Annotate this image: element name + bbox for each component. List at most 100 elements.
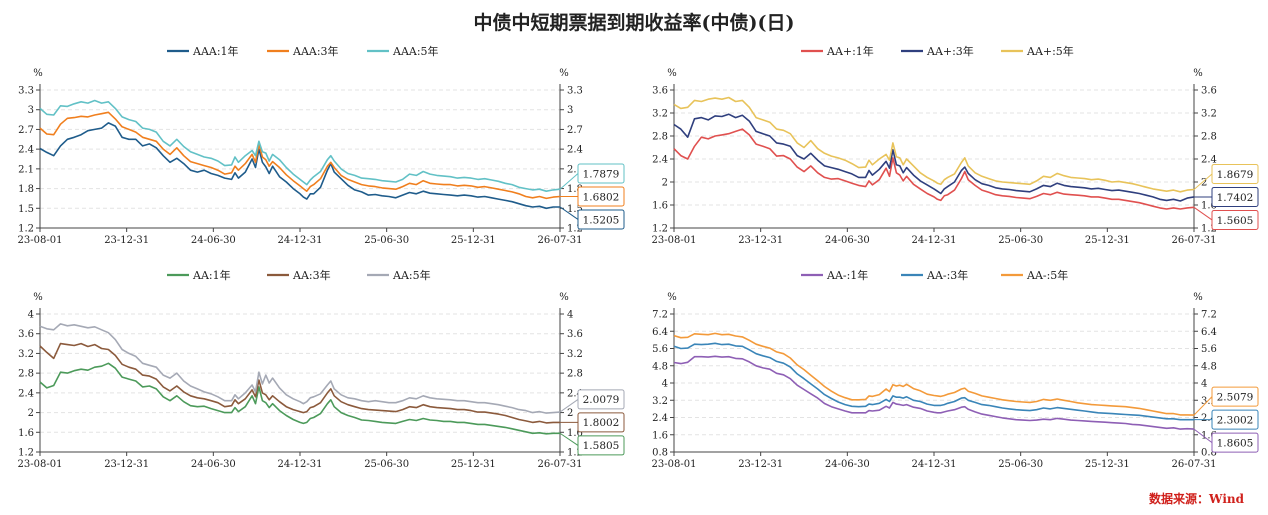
end-label-leader bbox=[1193, 428, 1213, 444]
x-tick-label: 23-08-01 bbox=[18, 235, 63, 246]
x-tick-label: 23-08-01 bbox=[18, 459, 63, 470]
end-label-leader bbox=[1193, 396, 1213, 416]
y-tick-label-right: 1.2 bbox=[567, 448, 583, 459]
series-line bbox=[673, 96, 1195, 193]
y-tick-label: 3.6 bbox=[18, 329, 34, 340]
end-value-label: 1.7879 bbox=[583, 168, 620, 180]
end-label-box bbox=[577, 412, 625, 433]
series-line bbox=[673, 342, 1194, 421]
end-label-leader bbox=[1193, 206, 1213, 221]
end-value-label: 2.5079 bbox=[1217, 391, 1254, 403]
legend-item: AA+:3年 bbox=[901, 44, 974, 58]
y-tick-label: 2.4 bbox=[18, 145, 34, 156]
x-tick-label: 26-07-31 bbox=[538, 235, 583, 246]
y-tick-label: 2.4 bbox=[652, 155, 668, 166]
legend-label: AA:5年 bbox=[392, 268, 431, 282]
y-tick-label-right: 1.2 bbox=[567, 224, 583, 235]
end-value-label: 1.5605 bbox=[1217, 215, 1254, 227]
x-tick-label: 24-12-31 bbox=[278, 459, 323, 470]
x-tick-label: 23-12-31 bbox=[738, 235, 783, 246]
y-tick-label: 1.6 bbox=[652, 201, 668, 212]
unit-label-right: % bbox=[1193, 68, 1203, 79]
legend-item: AA+:5年 bbox=[1001, 44, 1074, 58]
y-tick-label: 1.6 bbox=[652, 430, 668, 441]
y-tick-label-right: 4 bbox=[1201, 379, 1207, 390]
x-tick-label: 23-12-31 bbox=[738, 459, 783, 470]
y-tick-label-right: 2 bbox=[1201, 178, 1207, 189]
series-line bbox=[673, 113, 1195, 202]
end-value-label: 1.8679 bbox=[1217, 169, 1254, 181]
series-line bbox=[39, 362, 560, 435]
legend-item: AA-:1年 bbox=[801, 268, 868, 282]
legend-item: AAA:3年 bbox=[267, 44, 339, 58]
x-tick-label: 23-12-31 bbox=[104, 459, 149, 470]
end-value-label: 1.7402 bbox=[1217, 192, 1254, 204]
y-tick-label-right: 4 bbox=[567, 310, 573, 321]
end-value-label: 1.6802 bbox=[583, 191, 620, 203]
unit-label-right: % bbox=[559, 292, 569, 303]
legend-label: AA+:5年 bbox=[1026, 44, 1074, 58]
y-tick-label-right: 2.4 bbox=[567, 388, 583, 399]
y-tick-label: 1.2 bbox=[18, 448, 34, 459]
y-tick-label: 1.5 bbox=[18, 204, 34, 215]
unit-label-left: % bbox=[33, 68, 43, 79]
y-tick-label: 4 bbox=[662, 379, 668, 390]
series-line bbox=[673, 355, 1195, 430]
x-tick-label: 24-12-31 bbox=[912, 459, 957, 470]
chart-aa-minus: AA-:1年 AA-:3年 AA-:5年% % 0.8 0.8 1.6 1.6 2.4 2.4 3.… bbox=[652, 268, 1259, 470]
end-label-box bbox=[577, 389, 625, 410]
end-value-label: 1.5805 bbox=[583, 440, 620, 452]
y-tick-label-right: 3.6 bbox=[567, 329, 583, 340]
end-label-box bbox=[1211, 409, 1259, 430]
end-label-box bbox=[577, 163, 625, 184]
end-value-label: 1.5205 bbox=[583, 214, 620, 226]
y-tick-label: 3.6 bbox=[652, 86, 668, 97]
end-value-label: 2.0079 bbox=[583, 394, 620, 406]
legend-label: AA-:5年 bbox=[1026, 268, 1068, 282]
legend-item: AA:5年 bbox=[367, 268, 431, 282]
legend-label: AA:1年 bbox=[192, 268, 231, 282]
x-tick-label: 24-06-30 bbox=[191, 235, 236, 246]
end-label-box bbox=[1211, 163, 1259, 184]
end-label-box bbox=[577, 186, 625, 207]
legend-item: AA:3年 bbox=[267, 268, 331, 282]
y-tick-label-right: 2 bbox=[567, 408, 573, 419]
y-tick-label: 4 bbox=[28, 310, 34, 321]
y-tick-label-right: 4.8 bbox=[1201, 361, 1217, 372]
y-tick-label: 2 bbox=[662, 178, 668, 189]
x-tick-label: 24-12-31 bbox=[912, 235, 957, 246]
y-tick-label-right: 3.6 bbox=[1201, 86, 1217, 97]
y-tick-label-right: 6.4 bbox=[1201, 327, 1217, 338]
end-label-box bbox=[1211, 186, 1259, 207]
series-line bbox=[39, 342, 560, 424]
y-tick-label: 0.8 bbox=[652, 448, 668, 459]
y-tick-label: 1.2 bbox=[652, 224, 668, 235]
y-tick-label: 3.2 bbox=[18, 349, 34, 360]
legend-item: AA+:1年 bbox=[801, 44, 874, 58]
y-tick-label: 3.2 bbox=[652, 396, 668, 407]
legend-label: AAA:1年 bbox=[192, 44, 239, 58]
y-tick-label-right: 1.6 bbox=[567, 428, 583, 439]
y-tick-label: 6.4 bbox=[652, 327, 668, 338]
legend-item: AA-:5年 bbox=[1001, 268, 1068, 282]
y-tick-label-right: 2.7 bbox=[567, 125, 583, 136]
end-label-box bbox=[1211, 209, 1259, 230]
end-label-box bbox=[577, 209, 625, 230]
y-tick-label-right: 2.4 bbox=[1201, 413, 1217, 424]
unit-label-left: % bbox=[33, 292, 43, 303]
x-tick-label: 25-12-31 bbox=[1085, 459, 1130, 470]
chart-aaa: AAA:1年 AAA:3年 AAA:5年% % 1.2 1.2 1.5 1.5 1.8 1.8 2.… bbox=[18, 44, 625, 246]
y-tick-label-right: 5.6 bbox=[1201, 344, 1217, 355]
legend-label: AA-:3年 bbox=[926, 268, 968, 282]
x-tick-label: 25-12-31 bbox=[1085, 235, 1130, 246]
series-line bbox=[39, 323, 561, 414]
y-tick-label: 1.6 bbox=[18, 428, 34, 439]
x-tick-label: 24-06-30 bbox=[825, 459, 870, 470]
end-label-leader bbox=[559, 432, 579, 446]
y-tick-label-right: 1.2 bbox=[1201, 224, 1217, 235]
y-tick-label-right: 3.2 bbox=[1201, 109, 1217, 120]
unit-label-left: % bbox=[667, 68, 677, 79]
y-tick-label: 3.3 bbox=[18, 86, 34, 97]
chart-aa-plus: AA+:1年 AA+:3年 AA+:5年% % 1.2 1.2 1.6 1.6 2 2 2.4 2.4… bbox=[652, 44, 1259, 246]
y-tick-label-right: 2.8 bbox=[567, 369, 583, 380]
